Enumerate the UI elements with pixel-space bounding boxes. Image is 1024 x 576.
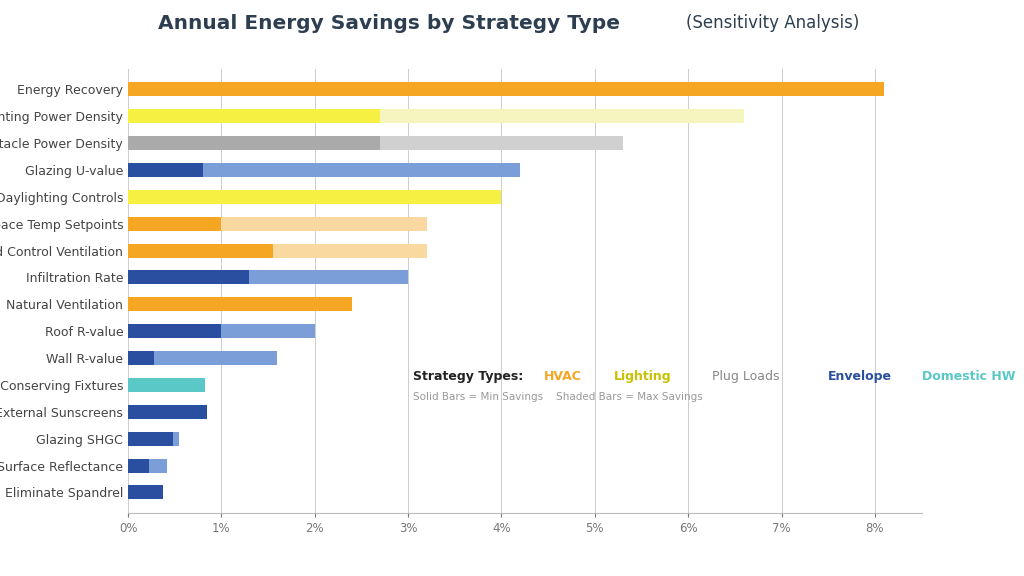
Text: Lighting: Lighting	[613, 370, 671, 384]
Text: HVAC: HVAC	[544, 370, 582, 384]
Bar	[128, 271, 409, 285]
Bar	[128, 405, 207, 419]
Text: Plug Loads: Plug Loads	[712, 370, 779, 384]
Text: Strategy Types:: Strategy Types:	[413, 370, 523, 384]
Bar	[128, 458, 167, 472]
Bar	[128, 351, 278, 365]
Bar	[128, 217, 427, 230]
Bar	[128, 244, 272, 257]
Bar	[128, 324, 314, 338]
Bar	[128, 378, 205, 392]
Bar	[128, 109, 744, 123]
Bar	[128, 297, 352, 311]
Bar	[128, 432, 179, 446]
Bar	[128, 324, 221, 338]
Bar	[128, 486, 164, 499]
Bar	[128, 190, 502, 204]
Bar	[128, 163, 203, 177]
Text: Solid Bars = Min Savings    Shaded Bars = Max Savings: Solid Bars = Min Savings Shaded Bars = M…	[413, 392, 702, 402]
Bar	[128, 109, 380, 123]
Bar	[128, 432, 173, 446]
Text: Domestic HW: Domestic HW	[922, 370, 1015, 384]
Bar	[128, 217, 221, 230]
Bar	[128, 351, 155, 365]
Bar	[128, 271, 250, 285]
Bar	[128, 136, 623, 150]
Bar	[128, 244, 427, 257]
Bar	[128, 82, 885, 96]
Bar	[128, 163, 520, 177]
Bar	[128, 458, 148, 472]
Bar	[128, 136, 380, 150]
Text: (Sensitivity Analysis): (Sensitivity Analysis)	[686, 14, 860, 32]
Text: Envelope: Envelope	[828, 370, 892, 384]
Text: Annual Energy Savings by Strategy Type: Annual Energy Savings by Strategy Type	[158, 14, 621, 33]
